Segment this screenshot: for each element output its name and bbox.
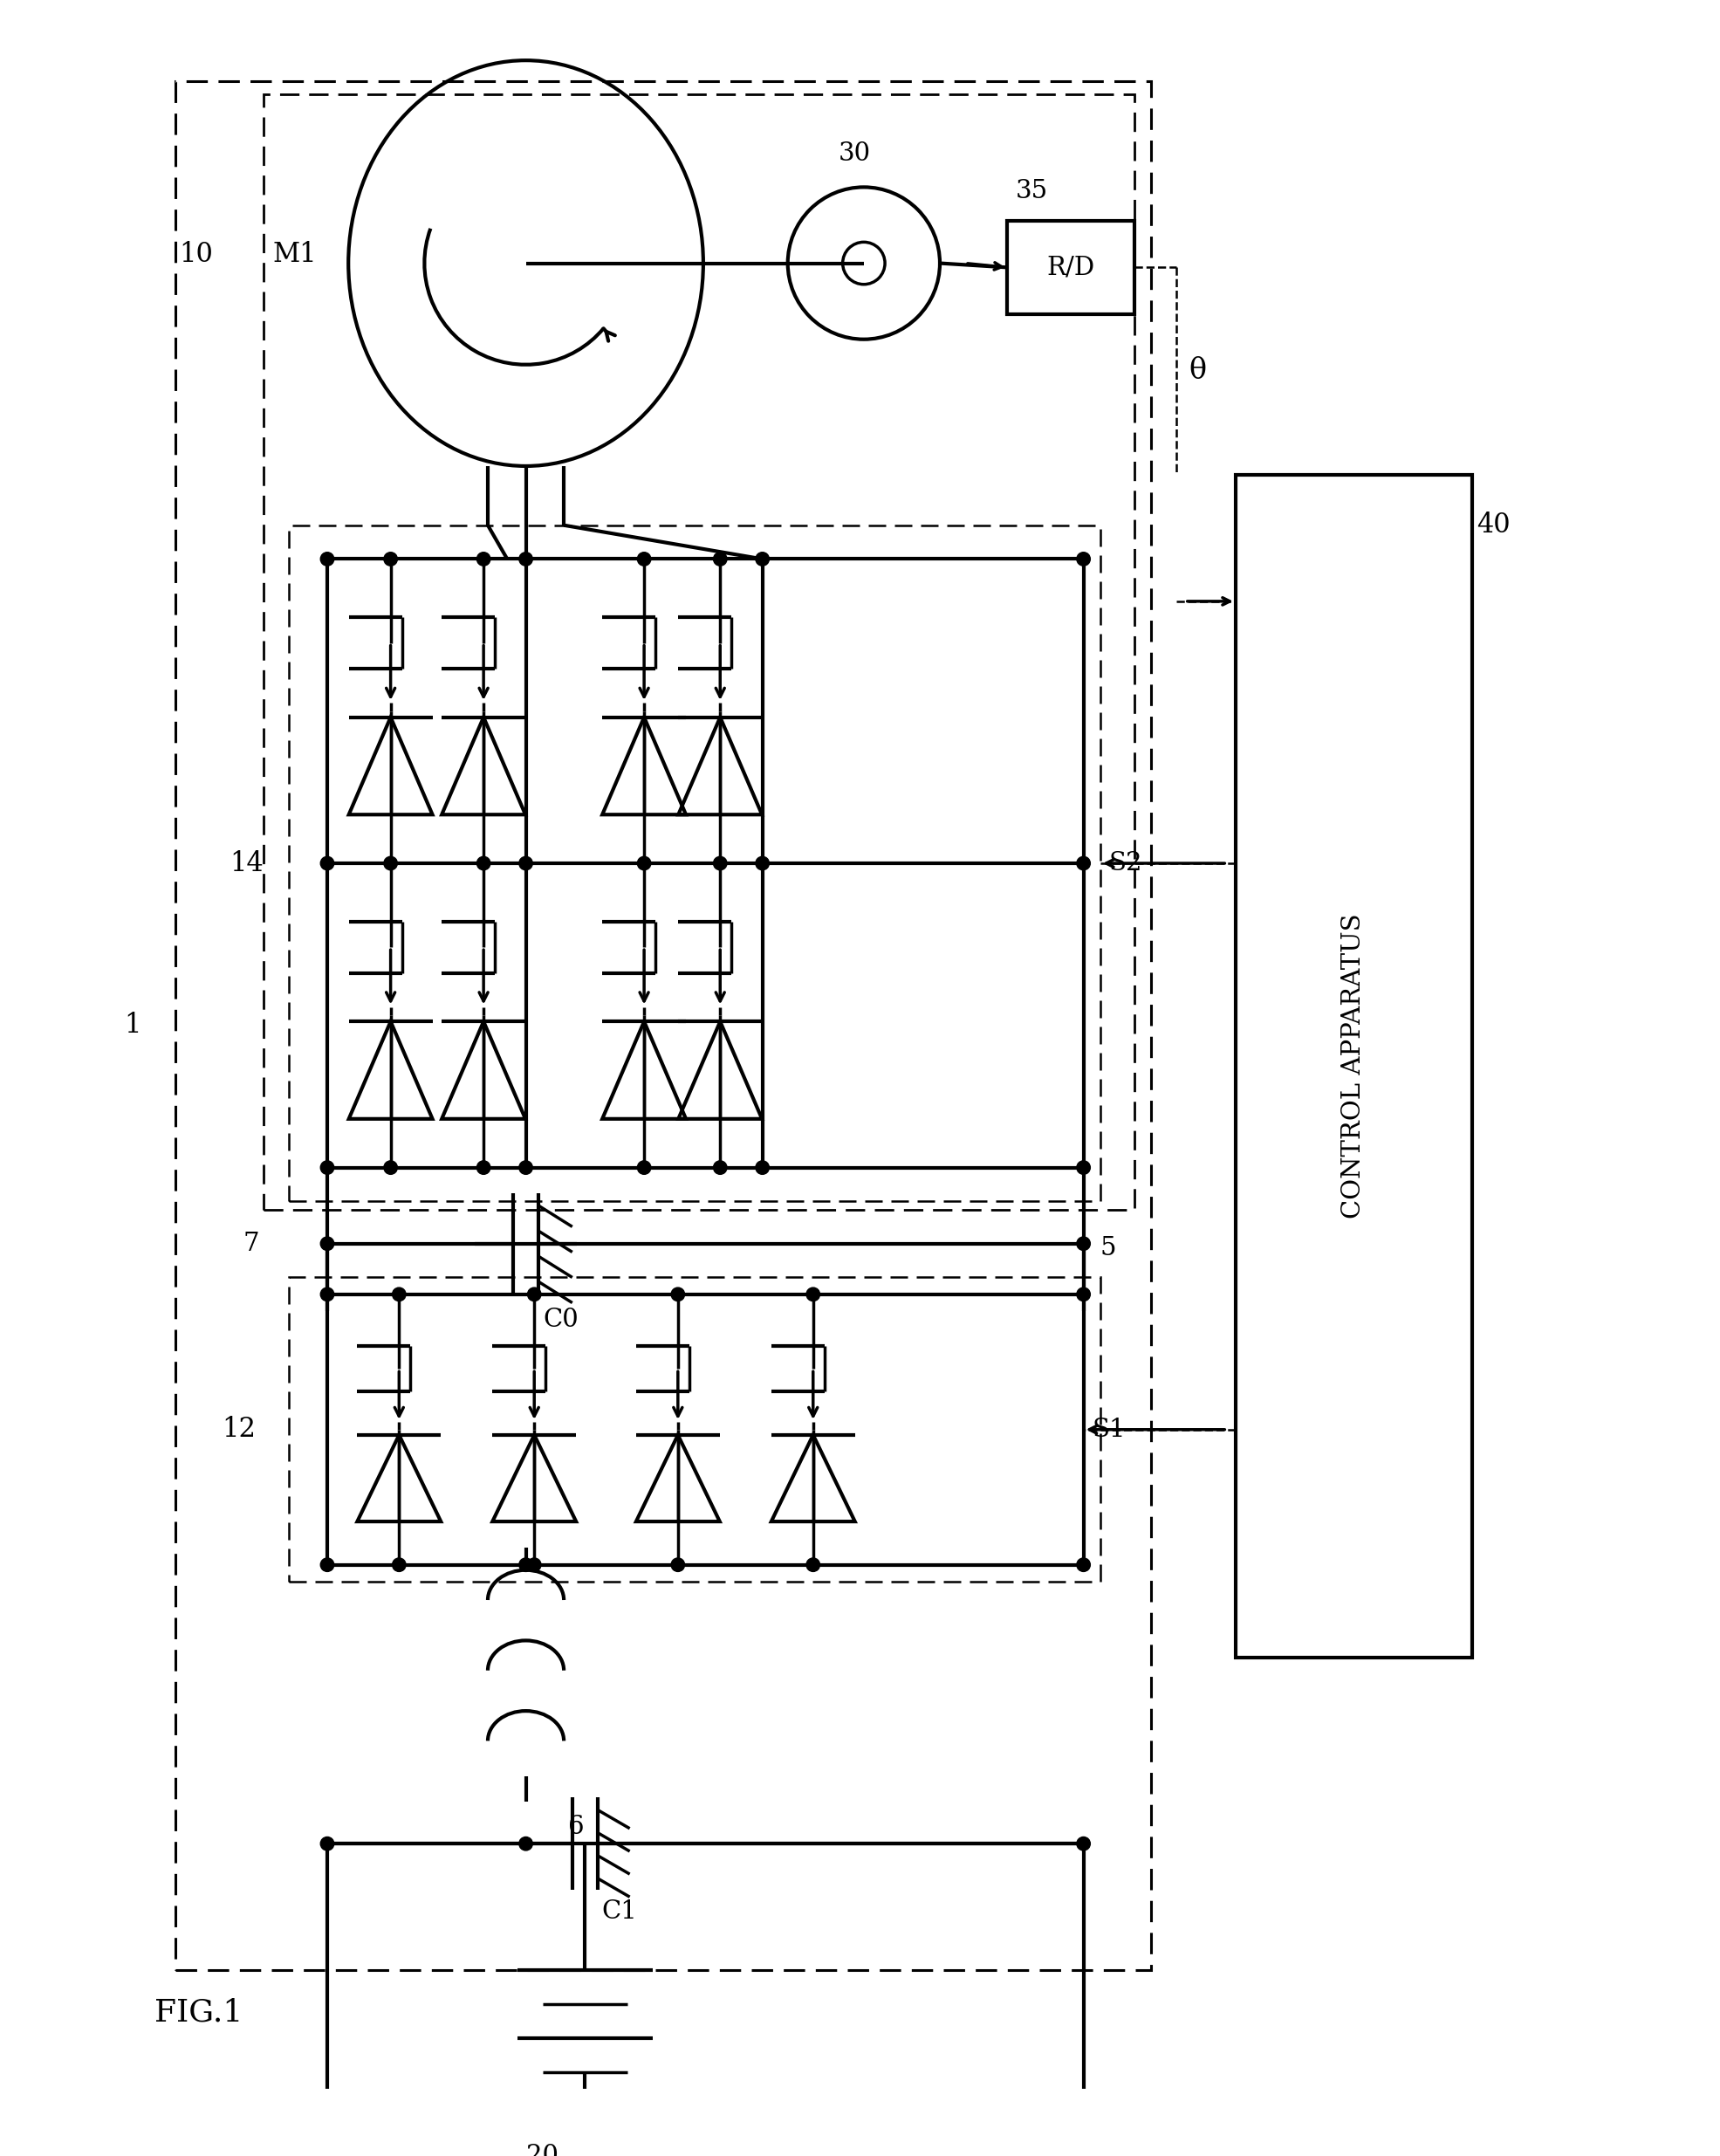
Text: 35: 35 bbox=[1017, 179, 1047, 203]
Text: FIG.1: FIG.1 bbox=[155, 1999, 243, 2027]
Circle shape bbox=[320, 1238, 334, 1250]
Text: 7: 7 bbox=[243, 1231, 260, 1255]
Circle shape bbox=[320, 1837, 334, 1850]
Text: 30: 30 bbox=[838, 140, 870, 166]
Circle shape bbox=[1077, 1559, 1090, 1572]
Circle shape bbox=[638, 1160, 650, 1175]
Circle shape bbox=[638, 552, 650, 565]
Circle shape bbox=[384, 1160, 397, 1175]
Circle shape bbox=[519, 552, 533, 565]
Circle shape bbox=[528, 1559, 542, 1572]
Circle shape bbox=[392, 1287, 406, 1300]
Circle shape bbox=[1077, 856, 1090, 871]
Text: 40: 40 bbox=[1476, 511, 1510, 539]
Text: C1: C1 bbox=[602, 1899, 638, 1923]
Text: C0: C0 bbox=[544, 1307, 578, 1332]
Circle shape bbox=[714, 552, 728, 565]
Text: 6: 6 bbox=[568, 1815, 585, 1839]
Circle shape bbox=[384, 552, 397, 565]
Text: 5: 5 bbox=[1101, 1235, 1116, 1259]
Circle shape bbox=[807, 1559, 820, 1572]
Circle shape bbox=[320, 856, 334, 871]
Circle shape bbox=[671, 1559, 685, 1572]
Circle shape bbox=[320, 1160, 334, 1175]
Text: CONTROL APPARATUS: CONTROL APPARATUS bbox=[1342, 914, 1366, 1218]
Text: 14: 14 bbox=[230, 849, 263, 877]
Circle shape bbox=[1077, 552, 1090, 565]
Bar bbox=[289, 526, 1101, 1201]
Circle shape bbox=[1077, 1837, 1090, 1850]
Circle shape bbox=[671, 1287, 685, 1300]
Text: 20: 20 bbox=[526, 2145, 557, 2156]
Bar bbox=[1235, 474, 1472, 1658]
Circle shape bbox=[528, 1287, 542, 1300]
Text: 1: 1 bbox=[124, 1011, 141, 1039]
Text: θ: θ bbox=[1189, 356, 1207, 384]
Circle shape bbox=[476, 1160, 490, 1175]
Text: M1: M1 bbox=[272, 241, 316, 267]
Circle shape bbox=[1077, 1238, 1090, 1250]
Bar bbox=[1008, 220, 1133, 315]
Circle shape bbox=[320, 1559, 334, 1572]
Circle shape bbox=[714, 856, 728, 871]
Circle shape bbox=[755, 856, 769, 871]
Bar bbox=[263, 95, 1133, 1210]
Circle shape bbox=[1077, 1160, 1090, 1175]
Circle shape bbox=[320, 1287, 334, 1300]
Circle shape bbox=[519, 1559, 533, 1572]
Bar bbox=[289, 1276, 1101, 1583]
Circle shape bbox=[755, 1160, 769, 1175]
Text: S2: S2 bbox=[1109, 852, 1142, 875]
Circle shape bbox=[476, 552, 490, 565]
Circle shape bbox=[519, 856, 533, 871]
Circle shape bbox=[519, 1837, 533, 1850]
Bar bbox=[175, 82, 1151, 1971]
Circle shape bbox=[714, 1160, 728, 1175]
Circle shape bbox=[519, 1160, 533, 1175]
Text: R/D: R/D bbox=[1047, 254, 1096, 280]
Circle shape bbox=[384, 856, 397, 871]
Text: 10: 10 bbox=[179, 241, 213, 267]
Circle shape bbox=[320, 552, 334, 565]
Circle shape bbox=[392, 1559, 406, 1572]
Circle shape bbox=[638, 856, 650, 871]
Circle shape bbox=[1077, 1287, 1090, 1300]
Circle shape bbox=[807, 1287, 820, 1300]
Circle shape bbox=[476, 856, 490, 871]
Text: S1: S1 bbox=[1092, 1416, 1125, 1442]
Circle shape bbox=[755, 552, 769, 565]
Text: 12: 12 bbox=[222, 1416, 256, 1442]
